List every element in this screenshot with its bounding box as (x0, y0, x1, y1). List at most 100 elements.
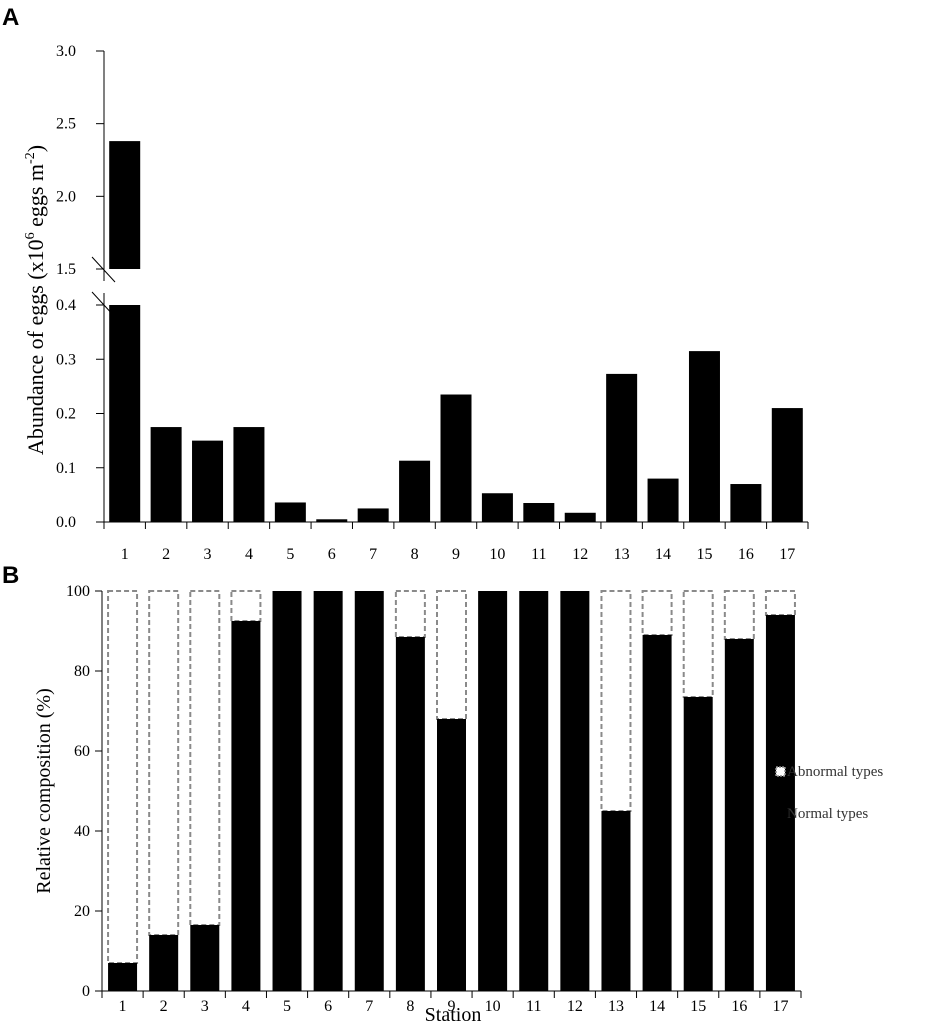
y-tick-label: 1.5 (56, 261, 76, 278)
y-tick-label: 2.5 (56, 116, 76, 133)
chart-a-bars (109, 141, 803, 522)
y-tick-label: 0.4 (56, 297, 76, 314)
bar-normal (601, 811, 631, 991)
chart-b-legend: Abnormal types Normal types (775, 764, 883, 822)
x-tick-label: 2 (162, 546, 170, 563)
bar-normal (313, 591, 343, 991)
bar (109, 305, 141, 522)
bar (606, 373, 638, 522)
chart-b-y-axis-title: Relative composition (%) (33, 688, 55, 894)
y-tick-label: 0 (82, 983, 90, 1000)
x-tick-label: 16 (731, 998, 747, 1015)
x-tick-label: 9 (452, 546, 460, 563)
y-tick-label: 0.1 (56, 460, 76, 477)
bar (274, 502, 306, 522)
bar (440, 394, 472, 522)
bar-normal (478, 591, 508, 991)
x-tick-label: 8 (406, 998, 414, 1015)
x-tick-label: 17 (779, 546, 795, 563)
x-tick-label: 8 (411, 546, 419, 563)
bar (192, 440, 224, 522)
bar-normal (560, 591, 590, 991)
bar-abnormal (189, 590, 221, 926)
bar (523, 503, 555, 522)
ylabel-exp1: 6 (23, 232, 38, 239)
bar-normal (231, 621, 261, 991)
bar (647, 478, 679, 522)
bar-normal (354, 591, 384, 991)
x-tick-label: 5 (286, 546, 294, 563)
x-tick-label: 9 (448, 998, 456, 1015)
x-tick-label: 4 (242, 998, 250, 1015)
y-tick-label: 0.0 (56, 514, 76, 531)
x-tick-label: 17 (772, 998, 788, 1015)
x-tick-label: 11 (531, 546, 546, 563)
legend-label-normal: Normal types (787, 806, 868, 822)
bar-normal (272, 591, 302, 991)
x-tick-label: 13 (608, 998, 624, 1015)
bar-normal (724, 639, 754, 991)
x-tick-label: 5 (283, 998, 291, 1015)
x-tick-label: 12 (567, 998, 583, 1015)
bar (481, 493, 513, 522)
x-tick-label: 3 (201, 998, 209, 1015)
bar-normal (190, 925, 220, 991)
y-tick-label: 0.3 (56, 351, 76, 368)
x-tick-label: 1 (119, 998, 127, 1015)
bar-abnormal (600, 590, 632, 812)
bar-normal (437, 719, 466, 991)
bar (688, 351, 720, 522)
x-tick-label: 10 (485, 998, 501, 1015)
bar-abnormal (107, 590, 139, 964)
x-tick-label: 7 (369, 546, 377, 563)
y-tick-label: 0.2 (56, 406, 76, 423)
chart-panel-a: 0.00.10.20.30.41.52.02.53.01 2 3 4 5 6 7 8 9 10 11… (23, 43, 809, 563)
bar (316, 519, 348, 522)
bar-normal (108, 963, 138, 991)
bar (357, 508, 389, 522)
x-tick-label: 15 (696, 546, 712, 563)
y-tick-label: 60 (74, 743, 90, 760)
y-tick-label: 20 (74, 903, 90, 920)
x-tick-label: 11 (526, 998, 541, 1015)
bar (564, 512, 596, 522)
x-tick-label: 10 (489, 546, 505, 563)
ylabel-main: Abundance of eggs (x10 (23, 239, 48, 455)
x-tick-label: 4 (245, 546, 253, 563)
chart-b-bars (107, 590, 796, 991)
bar-abnormal (394, 590, 426, 638)
legend-label-abnormal: Abnormal types (787, 764, 883, 780)
bar-normal (683, 697, 713, 991)
x-tick-label: 16 (738, 546, 754, 563)
y-tick-label: 100 (66, 583, 90, 600)
ylabel-mid: eggs m (23, 164, 48, 232)
x-tick-label: 12 (572, 546, 588, 563)
x-tick-label: 15 (690, 998, 706, 1015)
bar-abnormal (230, 590, 262, 622)
bar-abnormal (148, 590, 180, 936)
legend-swatch-abnormal (775, 766, 786, 777)
x-tick-label: 2 (160, 998, 168, 1015)
bar-abnormal (764, 590, 796, 616)
legend-swatch-normal (776, 809, 785, 818)
x-tick-label: 13 (614, 546, 630, 563)
bar-normal (149, 935, 179, 991)
chart-a-y-axis-title: Abundance of eggs (x106 eggs m-2) (23, 145, 48, 455)
x-tick-label: 14 (655, 546, 671, 563)
bar-normal (395, 637, 425, 991)
ylabel-end: ) (23, 145, 48, 152)
bar-abnormal (641, 590, 673, 636)
bar (730, 484, 762, 522)
bar-upper-segment (109, 141, 141, 269)
y-tick-label: 80 (74, 663, 90, 680)
chart-b-x-axis-title: Station (425, 1004, 482, 1026)
bar-normal (642, 635, 672, 991)
x-tick-label: 6 (324, 998, 332, 1015)
panel-a-label: A (2, 4, 19, 31)
ylabel-exp2: -2 (23, 152, 38, 164)
bar-normal (765, 615, 795, 991)
y-tick-label: 2.0 (56, 188, 76, 205)
bar-abnormal (436, 590, 467, 720)
